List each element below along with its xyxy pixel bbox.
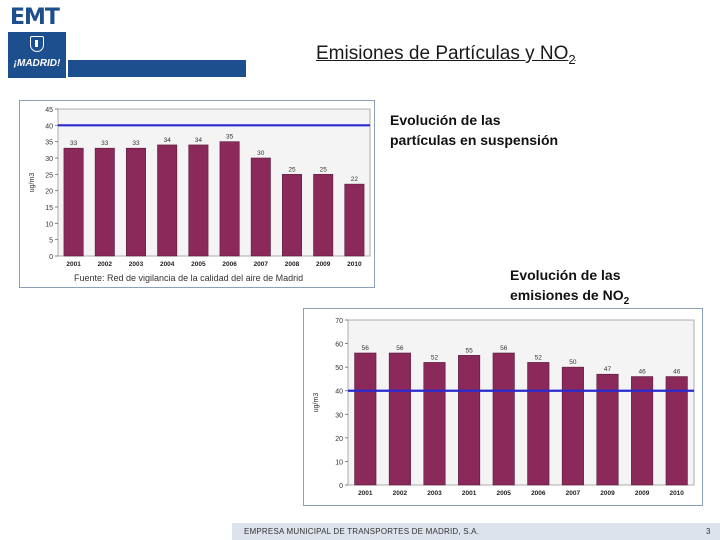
data-label: 56	[500, 345, 508, 352]
y-tick-label: 60	[335, 342, 343, 349]
caption-particles: Evolución de las partículas en suspensió…	[390, 112, 559, 148]
y-tick-label: 0	[339, 483, 343, 490]
y-tick-label: 15	[45, 205, 53, 212]
footer-company: EMPRESA MUNICIPAL DE TRANSPORTES DE MADR…	[244, 527, 480, 536]
data-label: 33	[101, 140, 109, 147]
bar	[63, 147, 84, 257]
data-label: 30	[257, 150, 265, 157]
y-tick-label: 50	[335, 365, 343, 372]
bar	[126, 147, 146, 257]
bar	[188, 144, 209, 257]
data-label: 34	[195, 137, 203, 144]
x-tick-label: 2002	[98, 261, 113, 268]
data-label: 33	[70, 140, 78, 147]
y-tick-label: 40	[45, 123, 53, 130]
y-tick-label: 70	[335, 318, 343, 325]
city-shield-icon	[30, 36, 44, 52]
bar	[94, 147, 115, 257]
madrid-logo: ¡MADRID!	[8, 32, 66, 78]
x-tick-label: 2009	[635, 490, 650, 497]
bar	[313, 174, 334, 257]
no2-chart: 0 10 20 30 40 50 60 70 ug/m3 56 2001 56 2002 52 2003 55…	[303, 308, 703, 506]
y-tick-label: 30	[335, 412, 343, 419]
data-label: 56	[362, 345, 370, 352]
x-tick-label: 2005	[191, 261, 206, 268]
data-label: 47	[604, 366, 612, 373]
x-tick-label: 2007	[566, 490, 581, 497]
y-tick-label: 0	[49, 254, 53, 261]
slide-title: Emisiones de Partículas y NO2	[316, 43, 576, 67]
bar	[354, 352, 377, 486]
x-tick-label: 2009	[600, 490, 615, 497]
x-tick-label: 2007	[254, 261, 269, 268]
bar	[250, 157, 271, 257]
data-label: 34	[164, 137, 172, 144]
footer-bar	[232, 523, 720, 540]
y-tick-label: 20	[45, 189, 53, 196]
particles-chart: 0 5 10 15 20 25 30 35 40 45 ug/m3 33 2001 33 2002 33 200…	[19, 100, 375, 288]
y-tick-label: 35	[45, 140, 53, 147]
bar	[423, 362, 446, 486]
bar	[388, 352, 411, 486]
data-label: 46	[673, 369, 681, 376]
bar	[527, 362, 550, 486]
bar	[631, 376, 654, 486]
x-tick-label: 2006	[222, 261, 237, 268]
bar	[157, 144, 178, 257]
data-label: 55	[465, 347, 473, 354]
x-tick-label: 2001	[462, 490, 477, 497]
emt-logo: EMT	[10, 5, 60, 30]
madrid-logo-text: ¡MADRID!	[13, 58, 61, 69]
data-label: 35	[226, 134, 234, 141]
y-tick-label: 40	[335, 389, 343, 396]
x-tick-label: 2009	[316, 261, 331, 268]
data-label: 50	[569, 359, 577, 366]
chart-source: Fuente: Red de vigilancia de la calidad …	[74, 273, 304, 283]
bar	[219, 141, 240, 257]
bar	[492, 352, 515, 486]
data-label: 25	[288, 166, 296, 173]
x-tick-label: 2008	[285, 261, 300, 268]
y-tick-label: 10	[45, 221, 53, 228]
bar	[458, 355, 481, 486]
y-tick-label: 25	[45, 172, 53, 179]
x-tick-label: 2001	[66, 261, 81, 268]
bar	[344, 183, 365, 257]
y-tick-label: 5	[49, 238, 53, 245]
x-tick-label: 2004	[160, 261, 175, 268]
no2-chart-svg: 0 10 20 30 40 50 60 70 ug/m3 56 2001 56 2002 52 2003 55…	[313, 318, 695, 497]
data-label: 33	[132, 140, 140, 147]
y-tick-label: 20	[335, 436, 343, 443]
bar	[596, 373, 619, 486]
y-tick-label: 30	[45, 156, 53, 163]
x-tick-label: 2010	[347, 261, 362, 268]
data-label: 56	[396, 345, 404, 352]
y-axis-label: ug/m3	[29, 173, 36, 193]
data-label: 46	[638, 369, 646, 376]
bar	[665, 376, 688, 486]
y-tick-label: 45	[45, 107, 53, 114]
data-label: 52	[535, 354, 543, 361]
x-tick-label: 2003	[427, 490, 442, 497]
data-label: 22	[351, 176, 359, 183]
y-tick-label: 10	[335, 459, 343, 466]
x-tick-label: 2010	[669, 490, 684, 497]
x-tick-label: 2002	[393, 490, 408, 497]
page-number: 3	[706, 527, 711, 536]
particles-chart-svg: 0 5 10 15 20 25 30 35 40 45 ug/m3 33 2001 33 2002 33 200…	[29, 107, 371, 268]
header-bar	[68, 60, 246, 77]
data-label: 52	[431, 354, 439, 361]
bar	[282, 174, 302, 257]
caption-no2: Evolución de las emisiones de NO2	[510, 267, 630, 307]
bar	[561, 366, 584, 486]
x-tick-label: 2005	[496, 490, 511, 497]
x-tick-label: 2001	[358, 490, 373, 497]
data-label: 25	[320, 166, 328, 173]
x-tick-label: 2006	[531, 490, 546, 497]
y-axis-label: ug/m3	[313, 393, 320, 413]
x-tick-label: 2003	[129, 261, 144, 268]
